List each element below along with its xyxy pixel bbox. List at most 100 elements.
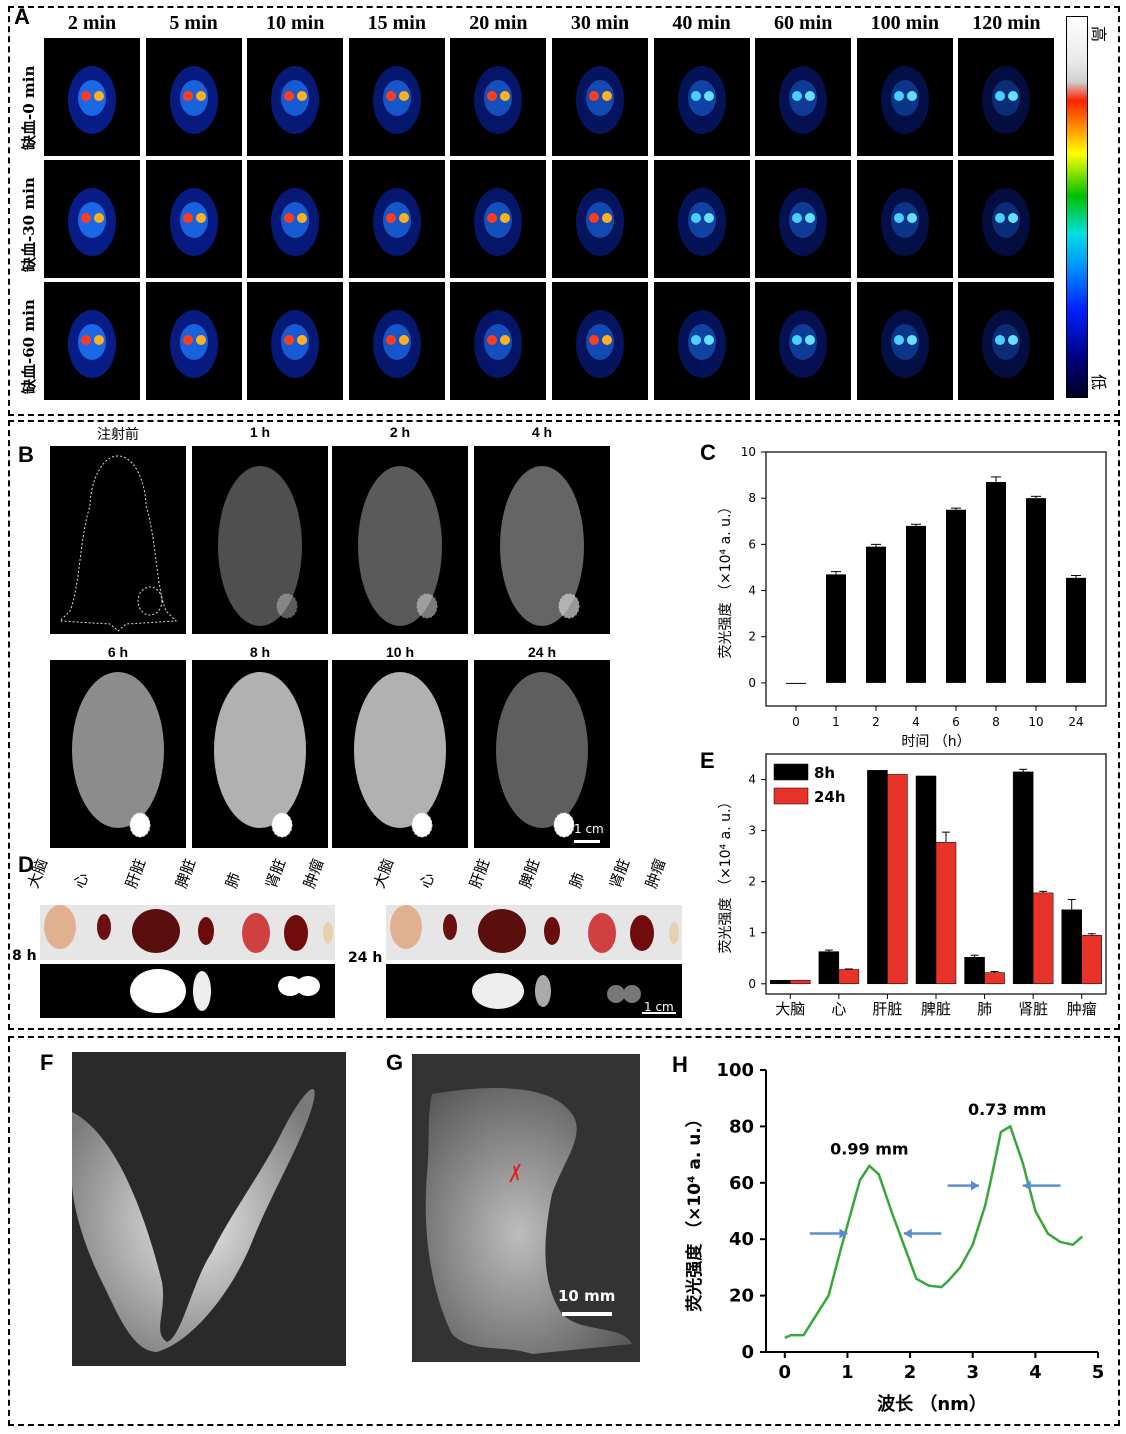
bar — [1012, 771, 1034, 985]
mouse-nir-icon — [218, 466, 302, 626]
kidney-left — [81, 335, 91, 345]
kidney-glow — [607, 985, 625, 1003]
mouse-scan-icon — [779, 188, 828, 256]
body-glow — [677, 188, 726, 256]
pet-image-cell — [552, 38, 648, 156]
mouse-scan-icon — [68, 310, 116, 378]
pet-image-cell — [552, 160, 648, 278]
nir-image-cell — [50, 446, 186, 634]
x-tick-label: 肝脏 — [872, 1000, 902, 1018]
kidney-right — [602, 91, 612, 101]
mouse-scan-icon — [68, 188, 116, 256]
bar — [887, 774, 908, 985]
organ-shape — [242, 913, 270, 953]
kidney-right — [195, 91, 206, 101]
body-glow — [982, 188, 1031, 256]
mouse-nir-icon — [72, 672, 164, 838]
legend-swatch — [773, 787, 809, 805]
panel-f-image — [72, 1052, 346, 1366]
panel-a-time-header: 15 min — [367, 12, 426, 34]
mouse-body — [72, 672, 164, 828]
kidney-right — [906, 335, 917, 345]
y-tick-label: 60 — [729, 1173, 754, 1194]
panel-a-time-header: 60 min — [774, 12, 833, 34]
y-axis-label: 荧光强度 （×10⁴ a. u.） — [717, 795, 734, 954]
bar — [906, 525, 926, 683]
pet-image-cell — [856, 160, 953, 278]
mouse-scan-icon — [474, 66, 523, 134]
scalebar-line — [642, 1012, 676, 1014]
x-tick-label: 2 — [904, 1362, 917, 1383]
kidney-right — [1008, 335, 1019, 345]
kidney-left — [792, 335, 803, 345]
kidney-left — [792, 213, 803, 223]
legend-label: 24h — [814, 788, 846, 806]
organ-shape — [97, 914, 111, 940]
body-core — [78, 202, 106, 238]
x-tick-label: 24 — [1068, 715, 1083, 729]
body-core — [890, 80, 919, 116]
pet-image-cell — [247, 282, 344, 400]
organ-shape — [323, 922, 333, 944]
panel-b-scalebar: 1 cm — [574, 822, 604, 836]
colorbar — [1066, 16, 1088, 398]
kidney-right — [1008, 91, 1019, 101]
kidney-right — [297, 213, 308, 223]
mouse-scan-icon — [576, 310, 624, 378]
panel-a-time-header: 120 min — [972, 12, 1041, 34]
pet-image-cell — [348, 282, 445, 400]
body-core — [484, 80, 513, 116]
panel-b-time-label: 10 h — [385, 644, 414, 660]
bar — [1026, 498, 1046, 683]
x-tick-label: 1 — [832, 715, 840, 729]
bar — [984, 972, 1005, 985]
panel-a-row-label: 缺血-60 min — [20, 299, 38, 394]
y-tick-label: 0 — [748, 676, 756, 690]
annotation-label: 0.99 mm — [830, 1140, 908, 1159]
pet-image-cell — [552, 282, 648, 400]
arrow-head — [903, 1228, 912, 1239]
y-tick-label: 6 — [748, 537, 756, 551]
kidney-left — [284, 213, 295, 223]
arrow-head — [1022, 1180, 1031, 1191]
body-core — [789, 80, 818, 116]
kidney-right — [805, 335, 816, 345]
panel-b-time-label: 注射前 — [97, 426, 139, 442]
panel-a-time-header: 40 min — [672, 12, 731, 34]
organ-shape — [630, 915, 654, 951]
mouse-nir-icon — [496, 672, 600, 843]
kidney-left — [893, 91, 904, 101]
nir-image-cell — [50, 660, 186, 848]
y-axis-label: 荧光强度 （×10⁴ a. u.） — [684, 1110, 705, 1312]
body-core — [382, 202, 411, 238]
kidney-left — [792, 91, 803, 101]
pet-image-cell — [44, 160, 140, 278]
x-tick-label: 0 — [792, 715, 800, 729]
mouse-body — [354, 672, 446, 828]
organ-shape — [284, 915, 308, 951]
x-tick-label: 8 — [992, 715, 1000, 729]
body-glow — [880, 188, 929, 256]
y-tick-label: 2 — [748, 875, 756, 889]
mouse-scan-icon — [169, 310, 218, 378]
bar — [1061, 909, 1082, 985]
kidney-left — [589, 335, 599, 345]
body-core — [687, 324, 716, 360]
mouse-nir-icon — [358, 466, 442, 626]
chart-h: 0 20 40 60 80 100 0 1 2 3 4 5 0.99 mm 0.73 mm 波长 （nm） 荧… — [684, 1060, 1104, 1415]
kidney-right — [195, 213, 206, 223]
mouse-body — [218, 466, 302, 626]
body-core — [484, 202, 513, 238]
mouse-scan-icon — [372, 188, 421, 256]
pet-image-cell — [348, 38, 445, 156]
organs-photo-icon — [44, 905, 333, 953]
pet-image-cell — [145, 160, 242, 278]
organs-nir-icon — [130, 969, 320, 1013]
mouse-nir-icon — [214, 672, 306, 838]
tumor-outline — [137, 586, 163, 616]
bar — [935, 842, 957, 985]
kidney-left — [182, 213, 193, 223]
organ-shape — [443, 914, 457, 940]
kidney-right — [906, 91, 917, 101]
body-glow — [982, 310, 1031, 378]
